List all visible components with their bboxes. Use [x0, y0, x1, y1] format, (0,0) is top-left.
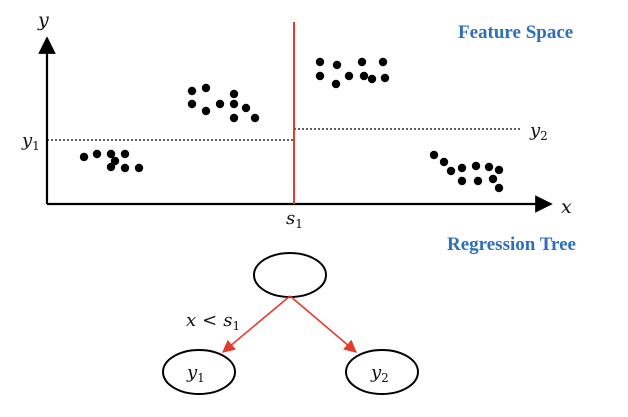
tree-right-leaf [345, 349, 419, 395]
cluster-bottom-left [79, 149, 144, 173]
left-leaf-label: y1 [186, 362, 205, 385]
tree-edge-right [289, 295, 357, 353]
y-axis-label: y [37, 9, 49, 31]
split-label: s1 [286, 208, 303, 231]
cluster-top-right [315, 57, 390, 89]
edge-condition-label: x < s1 [186, 310, 240, 333]
tree-root-node [253, 252, 327, 298]
cluster-bottom-right [429, 150, 504, 193]
cluster-top-left [187, 83, 260, 123]
right-leaf-label: y2 [370, 362, 389, 385]
y1-label: y1 [21, 130, 40, 153]
feature-space-title: Feature Space [458, 22, 573, 43]
x-axis-label: x [561, 196, 572, 218]
regression-tree-title: Regression Tree [447, 234, 576, 255]
tree-left-leaf [162, 349, 236, 395]
tree-edge-left [222, 295, 291, 353]
y2-label: y2 [529, 120, 548, 143]
